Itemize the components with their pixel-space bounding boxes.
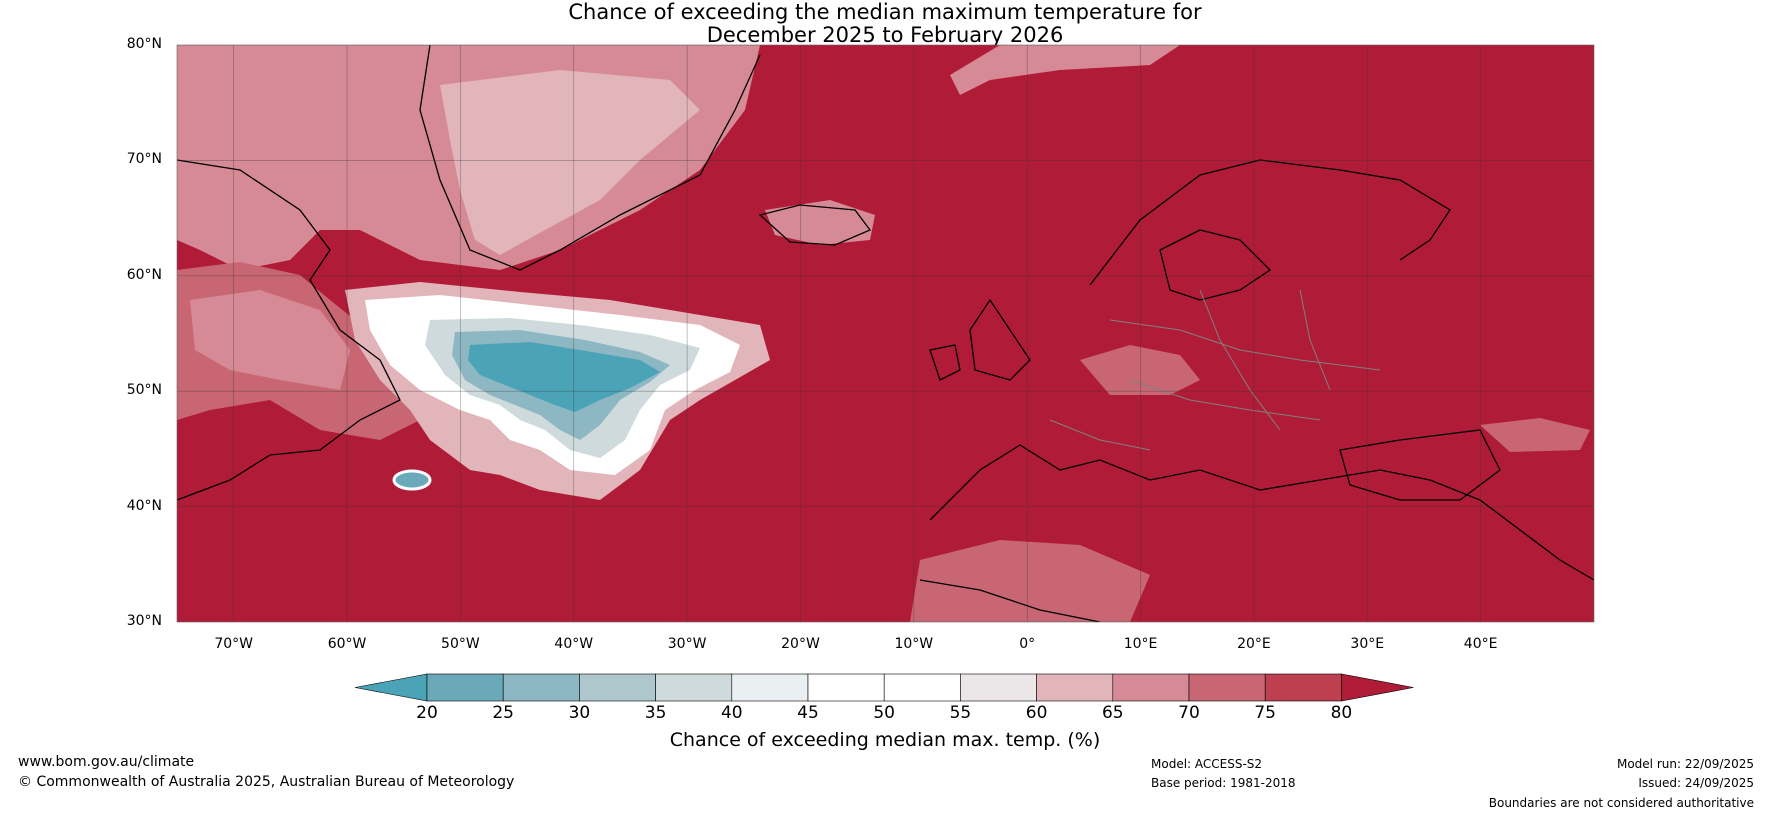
- colorbar: [354, 673, 1414, 702]
- latitude-label: 70°N: [126, 151, 162, 168]
- colorbar-segment: [960, 673, 1037, 702]
- longitude-label: 30°E: [1350, 636, 1385, 652]
- longitude-label: 10°W: [894, 636, 934, 652]
- longitude-label: 20°E: [1237, 636, 1271, 652]
- latitude-label: 30°N: [126, 613, 162, 629]
- iceland-pink-region: [765, 200, 875, 245]
- labrador-light-region: [190, 290, 350, 390]
- colorbar-segment: [1188, 673, 1266, 702]
- coastlines: [177, 45, 1594, 622]
- footer-model: Model: ACCESS-S2: [1151, 757, 1263, 771]
- colorbar-tick-label: 50: [873, 703, 895, 723]
- longitude-label: 50°W: [441, 636, 480, 652]
- latitude-label: 80°N: [126, 36, 162, 52]
- newfoundland-blue-spot: [392, 469, 432, 491]
- map-frame: [176, 44, 1595, 623]
- colorbar-segment: [807, 673, 885, 702]
- colorbar-segment: [731, 673, 809, 702]
- longitude-label: 10°E: [1123, 636, 1158, 652]
- colorbar-tick-label: 35: [644, 703, 667, 723]
- colorbar-tick-label: 60: [1025, 703, 1048, 723]
- colorbar-segment: [579, 673, 656, 702]
- latitude-label: 50°N: [126, 382, 162, 399]
- colorbar-label: Chance of exceeding median max. temp. (%…: [669, 729, 1101, 751]
- europe-pink-region: [1080, 345, 1200, 395]
- map-panel: [177, 45, 1594, 622]
- colorbar-segment: [1264, 673, 1342, 702]
- colorbar-tick-label: 80: [1330, 703, 1353, 723]
- map-title-line-2: December 2025 to February 2026: [706, 23, 1064, 47]
- north-africa-pink-region: [910, 540, 1150, 622]
- greenland-light-region: [440, 70, 700, 255]
- colorbar-segment: [1036, 673, 1114, 702]
- colorbar-segment: [426, 673, 504, 702]
- longitude-label: 30°W: [667, 636, 707, 652]
- colorbar-segment: [1112, 673, 1190, 702]
- colorbar-segment: [502, 673, 580, 702]
- footer-issued: Issued: 24/09/2025: [1638, 776, 1754, 790]
- longitude-label: 70°W: [214, 636, 253, 652]
- colorbar-tick-label: 55: [949, 703, 972, 723]
- footer-base-period: Base period: 1981-2018: [1151, 776, 1296, 790]
- colorbar-tick-label: 25: [492, 703, 514, 723]
- longitude-label: 20°W: [781, 636, 820, 652]
- colorbar-tick-label: 65: [1101, 703, 1124, 723]
- far-north-pink-strip: [950, 45, 1180, 95]
- colorbar-tick-label: 30: [568, 703, 591, 723]
- footer-disclaimer: Boundaries are not considered authoritat…: [1488, 796, 1754, 810]
- colorbar-tick-label: 70: [1178, 703, 1200, 723]
- footer-url: www.bom.gov.au/climate: [18, 754, 195, 770]
- russia-pink-region: [1480, 418, 1590, 452]
- graticule: [177, 45, 1594, 622]
- atlantic-anomaly-core: [468, 342, 660, 412]
- footer-copyright: © Commonwealth of Australia 2025, Austra…: [18, 774, 515, 790]
- colorbar-tick-label: 20: [416, 703, 438, 723]
- colorbar-over-arrow: [1341, 673, 1414, 702]
- longitude-label: 40°E: [1463, 636, 1498, 652]
- longitude-label: 60°W: [327, 636, 367, 652]
- colorbar-under-arrow: [354, 673, 428, 702]
- footer-model-run: Model run: 22/09/2025: [1616, 757, 1754, 771]
- colorbar-segment: [655, 673, 733, 702]
- longitude-label: 40°W: [554, 636, 594, 652]
- country-borders: [1049, 289, 1381, 451]
- longitude-label: 0°: [1019, 636, 1036, 652]
- colorbar-tick-label: 45: [797, 703, 819, 723]
- latitude-label: 40°N: [126, 497, 162, 514]
- map-title-line-1: Chance of exceeding the median maximum t…: [568, 0, 1202, 24]
- colorbar-segment: [883, 673, 961, 702]
- colorbar-tick-label: 40: [720, 703, 743, 723]
- latitude-label: 60°N: [126, 266, 162, 283]
- colorbar-tick-label: 75: [1254, 703, 1276, 723]
